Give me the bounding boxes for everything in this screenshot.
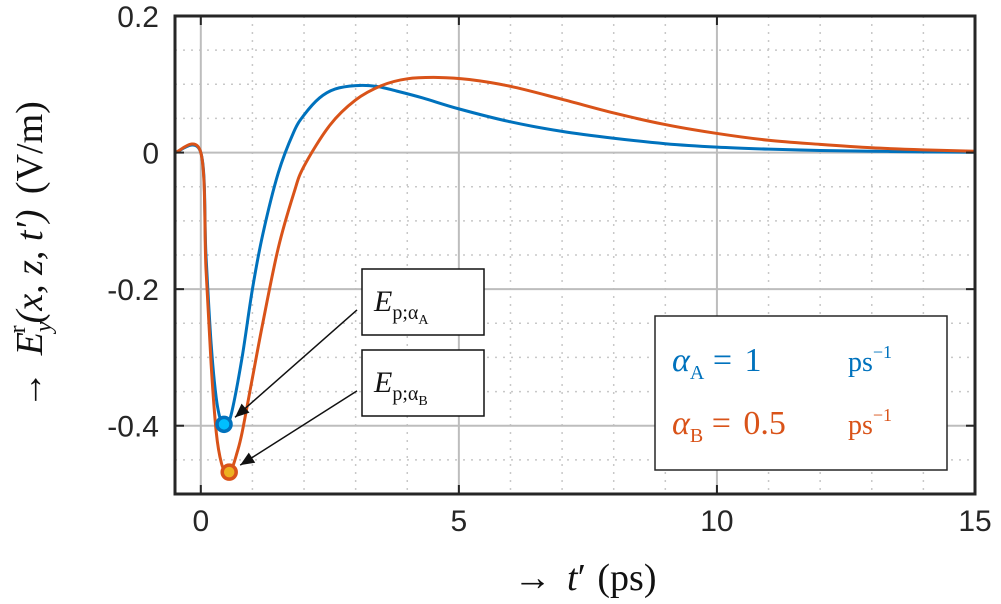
x-tick-label: 10: [700, 505, 733, 538]
x-axis-label-unit: (ps): [597, 557, 656, 599]
peak-markers: [215, 415, 238, 481]
axis-ticks: [175, 15, 976, 494]
y-axis-label-args: (x, z, t′): [9, 210, 51, 324]
legend: αA = 1 ps−1 αB = 0.5 ps−1: [654, 315, 948, 471]
y-tick-label: -0.2: [107, 274, 159, 307]
x-axis-label: → t′ (ps): [514, 557, 657, 599]
annotation-arrowhead: [235, 403, 250, 418]
x-axis-label-var: t: [567, 557, 579, 599]
legend-box: [654, 315, 948, 471]
annotation-label: Ep;αB: [373, 366, 428, 409]
y-axis-label-sub: y: [31, 321, 57, 334]
annotation-arrowhead: [240, 452, 256, 466]
y-tick-label: 0: [142, 138, 159, 171]
annotation-label: Ep;αA: [373, 285, 429, 328]
annotation-box: [361, 349, 485, 417]
y-tick-label: 0.2: [117, 1, 159, 34]
y-tick-label: -0.4: [107, 411, 159, 444]
data-curves: [174, 75, 976, 474]
series-line-alpha-a: [174, 83, 976, 428]
annotation-arrow-line: [234, 309, 358, 418]
axes-box: [173, 14, 977, 496]
y-axis-label-sup: r: [5, 325, 31, 333]
annotation-arrow-line: [239, 390, 358, 466]
x-tick-label: 5: [451, 505, 468, 538]
x-axis-label-arrow: →: [514, 557, 552, 599]
x-tick-label: 15: [958, 505, 991, 538]
legend-entry-alpha-b: αB = 0.5 ps−1: [672, 405, 892, 447]
series-line-alpha-b: [174, 75, 976, 474]
peak-marker-alpha-b: [220, 463, 238, 481]
legend-entry-alpha-a: αA = 1 ps−1: [672, 342, 892, 384]
annotation-box: [361, 268, 485, 336]
y-axis-label-arrow: →: [9, 371, 51, 409]
x-axis-label-prime: ′: [578, 557, 586, 599]
peak-marker-alpha-a: [215, 415, 233, 434]
tick-labels: 0 5 10 15 0.2 0 -0.2 -0.4: [107, 1, 991, 538]
y-axis-label: → Eyr(x, z, t′) (V/m): [5, 101, 57, 409]
x-tick-label: 0: [192, 505, 209, 538]
annotations: Ep;αA Ep;αB: [234, 268, 485, 466]
y-axis-label-var: E: [9, 332, 51, 356]
y-axis-label-unit: (V/m): [9, 101, 51, 194]
